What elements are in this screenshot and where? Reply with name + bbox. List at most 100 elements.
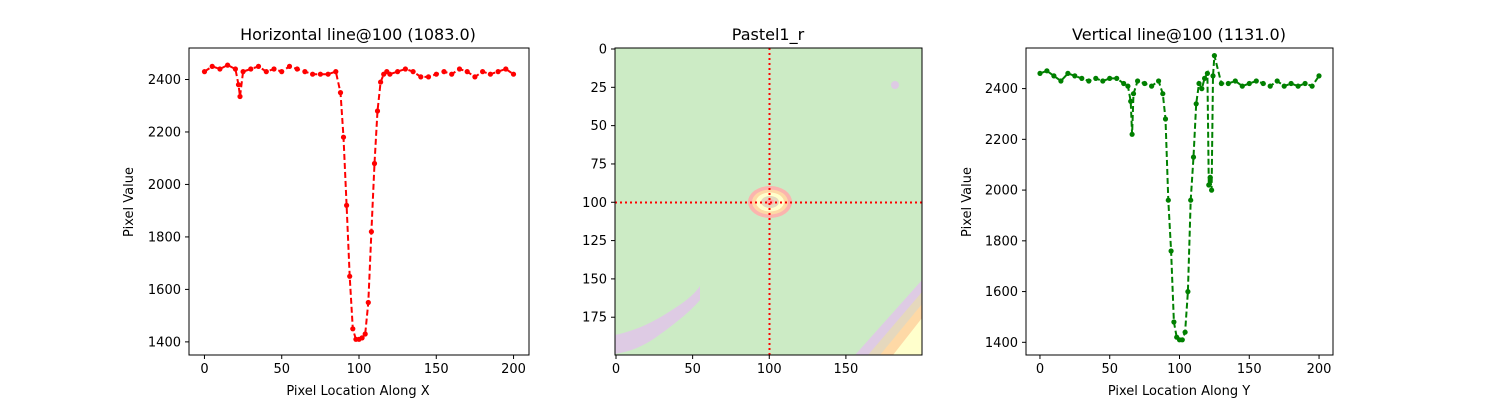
y-tick-label: 1800 (148, 230, 181, 245)
data-point (1165, 197, 1171, 203)
data-point (1044, 68, 1050, 74)
data-point (302, 69, 308, 75)
data-point (237, 93, 243, 100)
y-axis-label: Pixel Value (122, 167, 137, 237)
x-axis-label: Pixel Location Along X (286, 384, 429, 399)
top-right-spot (891, 81, 899, 89)
x-tick-label: 0 (1036, 362, 1044, 377)
axes-frame (614, 47, 923, 356)
data-point (1302, 80, 1308, 87)
vertical-profile-plot: Vertical line@100 (1131.0) 0 50 100 150 200 1… (960, 25, 1334, 399)
series-line (203, 63, 515, 341)
data-point (347, 273, 353, 279)
vertical-profile-marks (1037, 53, 1322, 343)
horizontal-profile-marks (201, 62, 517, 342)
data-point (362, 331, 368, 337)
data-point (1253, 78, 1259, 84)
data-point (1079, 75, 1085, 81)
y-tick-label: 2000 (148, 178, 181, 193)
data-point (374, 108, 381, 114)
data-point (1142, 80, 1148, 87)
data-point (1202, 75, 1208, 81)
data-point (225, 62, 231, 68)
y-tick-label: 2200 (148, 125, 181, 140)
data-point (1160, 91, 1166, 97)
data-point (1211, 53, 1217, 59)
data-point (1128, 98, 1134, 104)
data-point (365, 299, 371, 306)
data-point (279, 69, 285, 75)
y-tick-label: 1400 (148, 335, 181, 350)
data-point (1225, 80, 1231, 87)
data-point (1149, 83, 1155, 89)
plot-title: Pastel1_r (732, 25, 805, 45)
data-point (1162, 116, 1169, 122)
data-point (333, 69, 339, 75)
data-point (1246, 80, 1252, 87)
data-point (271, 66, 277, 72)
data-point (1065, 70, 1071, 76)
data-point (1204, 70, 1210, 76)
plot-title: Vertical line@100 (1131.0) (1072, 25, 1286, 44)
data-point (255, 63, 262, 69)
data-point (344, 202, 350, 208)
data-point (235, 82, 242, 88)
y-tick-label: 2000 (985, 184, 1018, 199)
data-point (472, 74, 478, 80)
data-point (1288, 80, 1294, 87)
y-tick-label: 25 (590, 81, 607, 96)
data-point (1156, 78, 1162, 84)
data-point (1209, 187, 1215, 193)
x-tick-label: 100 (347, 362, 372, 377)
data-point (1210, 73, 1216, 79)
horizontal-profile-plot: Horizontal line@100 (1083.0) 0 50 100 150 20… (122, 25, 530, 399)
data-point (201, 69, 208, 75)
data-point (456, 66, 463, 72)
plot-title: Horizontal line@100 (1083.0) (240, 25, 476, 44)
axes-frame (1025, 47, 1334, 356)
data-point (368, 229, 374, 235)
data-point (1185, 289, 1191, 295)
y-tick-label: 1600 (148, 283, 181, 298)
y-tick-label: 1600 (985, 285, 1018, 300)
data-point (294, 66, 300, 72)
data-point (1130, 91, 1137, 97)
data-point (1072, 73, 1078, 79)
data-point (310, 71, 316, 77)
data-point (1100, 78, 1106, 84)
data-point (1309, 83, 1315, 89)
data-point (350, 326, 356, 332)
data-point (433, 71, 439, 77)
y-tick-label: 175 (582, 311, 607, 326)
data-point (1129, 131, 1135, 137)
data-point (395, 69, 401, 75)
data-point (1274, 78, 1280, 84)
data-point (1207, 174, 1213, 180)
data-point (1135, 78, 1141, 84)
y-tick-label: 2400 (985, 82, 1018, 97)
y-axis-label: Pixel Value (960, 167, 975, 237)
data-point (410, 69, 416, 75)
x-tick-label: 150 (833, 362, 858, 377)
data-point (1193, 101, 1199, 107)
data-point (441, 69, 447, 75)
bottom-left-region (615, 286, 700, 354)
y-tick-label: 0 (599, 43, 607, 58)
x-tick-label: 100 (757, 362, 782, 377)
data-point (1295, 83, 1301, 89)
x-axis-label: Pixel Location Along Y (1108, 384, 1250, 399)
y-tick-label: 50 (590, 119, 607, 134)
data-point (425, 74, 432, 80)
series-line (1039, 55, 1320, 341)
data-point (248, 66, 254, 72)
y-tick-label: 125 (582, 234, 607, 249)
data-point (464, 69, 470, 75)
data-point (1168, 248, 1174, 254)
x-tick-label: 0 (612, 362, 620, 377)
data-point (337, 90, 344, 96)
x-tick-label: 50 (1101, 362, 1118, 377)
data-point (1182, 329, 1188, 335)
bottom-right-band-4 (893, 318, 922, 355)
data-point (1093, 75, 1099, 81)
